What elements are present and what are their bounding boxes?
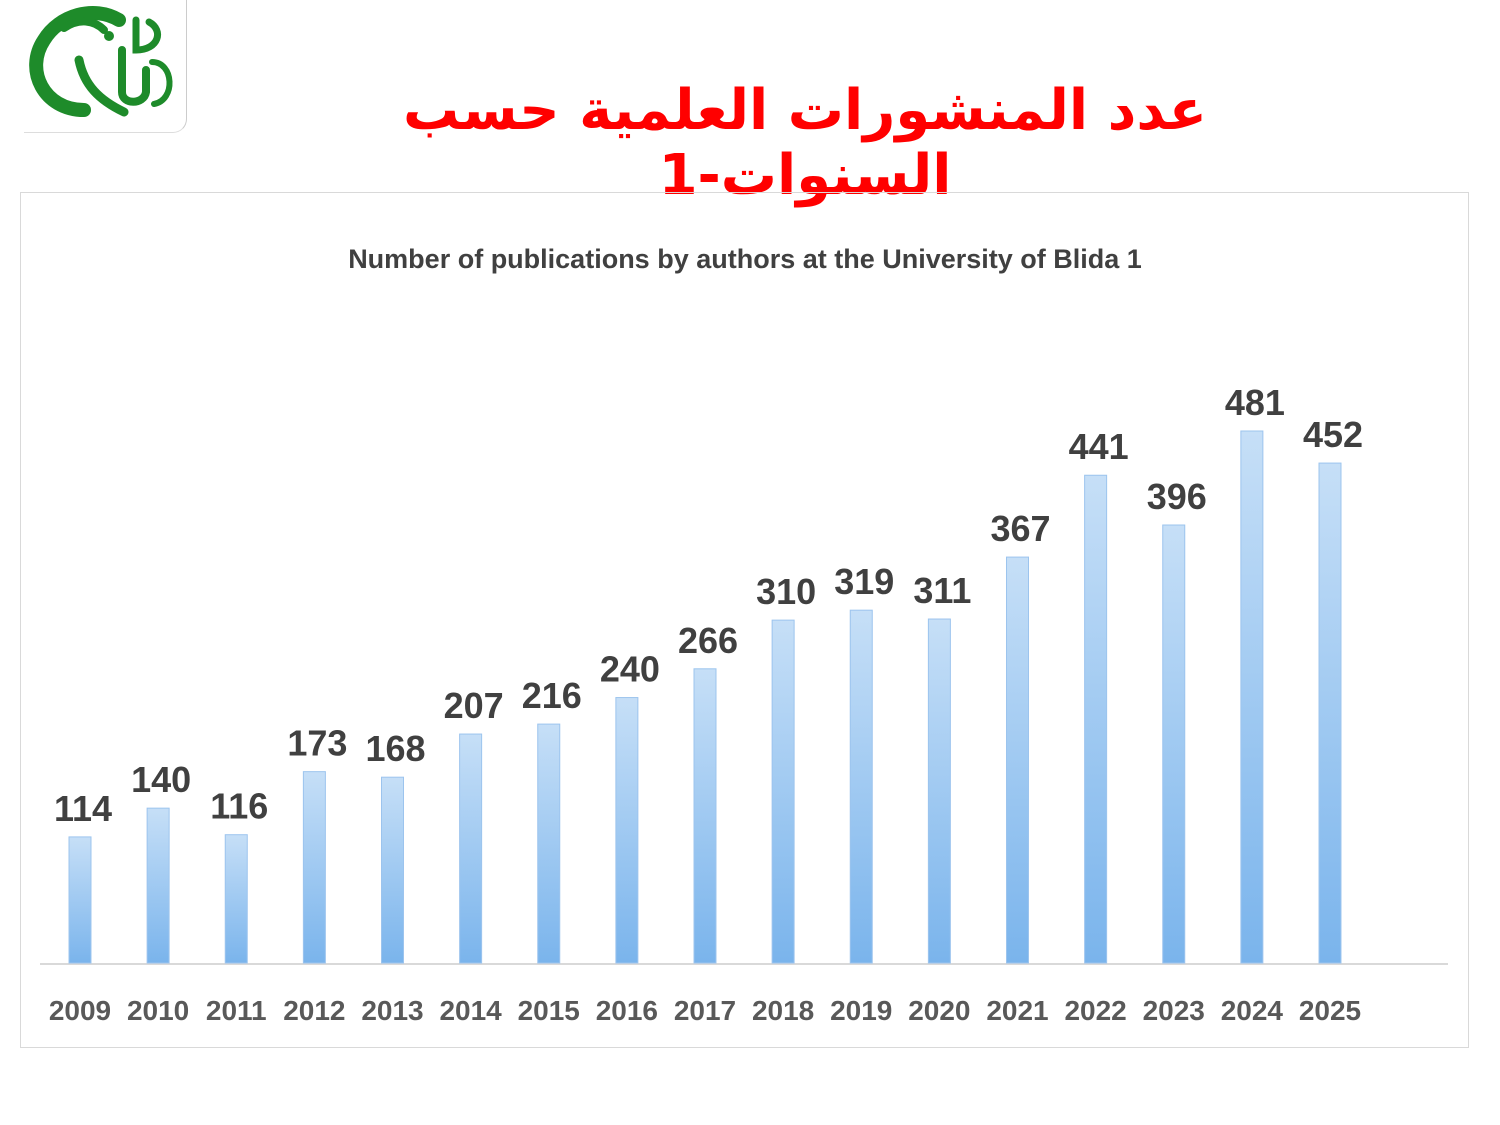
- data-label: 116: [210, 786, 268, 827]
- x-tick-label: 2019: [830, 995, 892, 1026]
- data-label: 452: [1303, 414, 1363, 455]
- x-tick-label: 2018: [752, 995, 814, 1026]
- bar-2022: [1084, 474, 1108, 964]
- bar-2015: [537, 723, 561, 964]
- data-label: 168: [365, 728, 425, 769]
- data-label: 311: [913, 570, 971, 611]
- bar-2010: [146, 807, 170, 964]
- data-label: 173: [287, 723, 347, 764]
- bar-2013: [381, 776, 404, 964]
- bar-2024: [1240, 430, 1264, 964]
- logo-icon: [29, 5, 173, 117]
- bar-2020: [927, 618, 951, 964]
- data-label: 207: [444, 685, 504, 726]
- data-label: 240: [600, 649, 660, 690]
- x-tick-label: 2020: [908, 995, 970, 1026]
- x-tick-label: 2011: [206, 995, 267, 1026]
- data-label: 114: [54, 788, 112, 829]
- bar-2017: [693, 668, 717, 964]
- data-label: 396: [1147, 476, 1207, 517]
- bar-2023: [1162, 524, 1186, 964]
- bar-2019: [849, 609, 873, 964]
- data-label: 481: [1225, 382, 1285, 423]
- page-title: عدد المنشورات العلمية حسب السنوات-1: [403, 78, 1207, 208]
- bar-2025: [1318, 462, 1342, 964]
- x-tick-label: 2017: [674, 995, 736, 1026]
- data-label: 319: [834, 561, 894, 602]
- bar-2014: [459, 733, 483, 964]
- x-tick-label: 2010: [127, 995, 189, 1026]
- chart-frame: [20, 192, 1469, 1048]
- x-tick-label: 2022: [1064, 995, 1126, 1026]
- data-label: 266: [678, 620, 738, 661]
- bar-2012: [302, 771, 326, 964]
- chart-title: Number of publications by authors at the…: [348, 244, 1142, 274]
- x-tick-label: 2009: [49, 995, 111, 1026]
- data-label: 367: [990, 508, 1050, 549]
- data-label: 441: [1069, 426, 1129, 467]
- x-tick-label: 2024: [1221, 995, 1284, 1026]
- bar-2011: [224, 834, 248, 964]
- x-tick-label: 2012: [283, 995, 345, 1026]
- university-logo: [24, 0, 187, 133]
- data-label: 216: [522, 675, 582, 716]
- data-label: 310: [756, 571, 816, 612]
- x-tick-label: 2013: [361, 995, 423, 1026]
- bar-2018: [771, 619, 795, 964]
- x-tick-label: 2014: [439, 995, 502, 1026]
- bar-2016: [615, 697, 639, 964]
- bar-2009: [68, 836, 92, 964]
- x-tick-label: 2025: [1299, 995, 1361, 1026]
- x-tick-label: 2016: [596, 995, 658, 1026]
- x-tick-label: 2015: [518, 995, 580, 1026]
- bar-2021: [1006, 556, 1029, 964]
- data-label: 140: [131, 759, 191, 800]
- x-tick-label: 2023: [1143, 995, 1205, 1026]
- x-tick-label: 2021: [986, 995, 1048, 1026]
